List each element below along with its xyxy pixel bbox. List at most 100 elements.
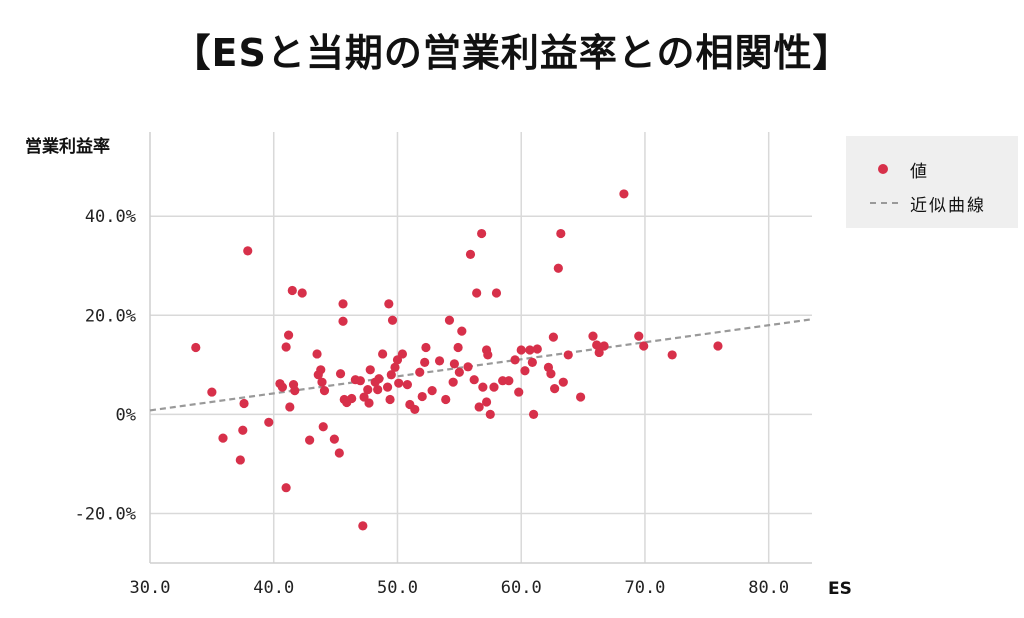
data-point — [448, 377, 458, 387]
data-point — [317, 377, 327, 387]
data-point — [546, 369, 556, 379]
data-point — [453, 342, 463, 353]
data-point — [297, 288, 307, 298]
data-point — [238, 425, 248, 435]
data-point — [378, 349, 388, 359]
data-point — [594, 347, 604, 358]
data-point — [281, 483, 291, 493]
data-point — [576, 392, 586, 402]
data-point — [283, 330, 294, 340]
x-tick-label: 50.0 — [377, 578, 418, 598]
data-point — [417, 391, 427, 402]
data-point — [364, 398, 374, 408]
data-point — [312, 349, 322, 359]
data-point — [599, 341, 609, 351]
data-point — [235, 455, 245, 465]
data-point — [334, 448, 344, 458]
data-point — [667, 350, 677, 360]
data-point — [558, 377, 568, 387]
data-point — [285, 402, 295, 412]
data-point — [556, 228, 566, 239]
data-point — [491, 288, 502, 298]
data-point — [402, 380, 412, 390]
data-point — [478, 382, 488, 392]
data-point — [563, 350, 573, 360]
data-point — [386, 370, 396, 380]
chart-title: 【ESと当期の営業利益率との相関性】 — [172, 31, 852, 75]
data-point — [305, 435, 315, 445]
y-tick-label: -20.0% — [75, 504, 136, 524]
legend-item-values: 値 — [846, 154, 1018, 184]
x-tick-label: 70.0 — [624, 578, 665, 598]
data-point — [410, 404, 420, 415]
data-point — [592, 340, 602, 350]
trendline — [149, 318, 813, 412]
data-point — [474, 402, 484, 412]
data-point — [365, 365, 375, 375]
data-point — [472, 288, 482, 298]
data-point — [441, 394, 451, 405]
data-point — [281, 342, 291, 352]
data-point — [290, 386, 300, 396]
data-point — [427, 386, 437, 396]
y-axis-label: 営業利益率 — [25, 136, 110, 157]
legend-label-trend: 近似曲線 — [910, 196, 986, 216]
data-point — [374, 374, 384, 384]
data-point — [421, 342, 431, 353]
legend-marker-icon — [878, 164, 888, 174]
data-point — [520, 366, 530, 376]
data-point — [469, 375, 479, 385]
data-point — [532, 344, 542, 354]
legend-item-trend: 近似曲線 — [846, 188, 1018, 218]
x-tick-label: 80.0 — [748, 578, 789, 598]
data-point — [390, 362, 400, 372]
x-tick-label: 60.0 — [501, 578, 542, 598]
x-tick-label: 40.0 — [253, 578, 294, 598]
data-point — [243, 246, 253, 256]
data-points — [191, 189, 723, 531]
data-point — [316, 365, 326, 375]
data-point — [465, 249, 476, 259]
data-point — [514, 387, 524, 397]
data-point — [264, 417, 274, 427]
data-point — [287, 285, 297, 296]
data-point — [420, 357, 430, 367]
axes — [149, 132, 812, 564]
data-point — [481, 397, 492, 407]
data-point — [191, 342, 201, 353]
data-point — [338, 316, 348, 326]
data-point — [318, 422, 328, 432]
data-point — [713, 341, 723, 351]
data-point — [457, 326, 467, 336]
y-tick-label: 0% — [116, 405, 136, 425]
x-axis-label: ES — [828, 579, 852, 599]
data-point — [449, 359, 459, 369]
data-point — [454, 367, 464, 377]
data-point — [619, 189, 629, 199]
data-point — [373, 385, 383, 395]
data-point — [639, 341, 649, 351]
data-point — [477, 228, 487, 239]
data-point — [335, 369, 346, 379]
data-point — [510, 355, 520, 365]
data-point — [634, 331, 644, 341]
data-point — [394, 378, 404, 388]
data-point — [347, 393, 357, 404]
x-tick-label: 30.0 — [130, 578, 171, 598]
data-point — [382, 382, 393, 392]
data-point — [444, 315, 455, 325]
data-point — [463, 362, 473, 372]
data-point — [218, 433, 228, 443]
grid — [150, 132, 812, 563]
data-point — [525, 345, 535, 355]
data-point — [387, 315, 398, 325]
trendline-layer — [149, 318, 813, 412]
data-point — [504, 376, 514, 386]
data-point — [588, 331, 598, 341]
data-point — [548, 332, 558, 342]
data-point — [355, 376, 365, 386]
tick-labels: 30.0 40.0 50.0 60.0 70.0 80.0 -20.0% 0% 20.0% 40.… — [25, 136, 852, 599]
legend-label-values: 値 — [910, 162, 929, 182]
data-point — [516, 345, 526, 355]
